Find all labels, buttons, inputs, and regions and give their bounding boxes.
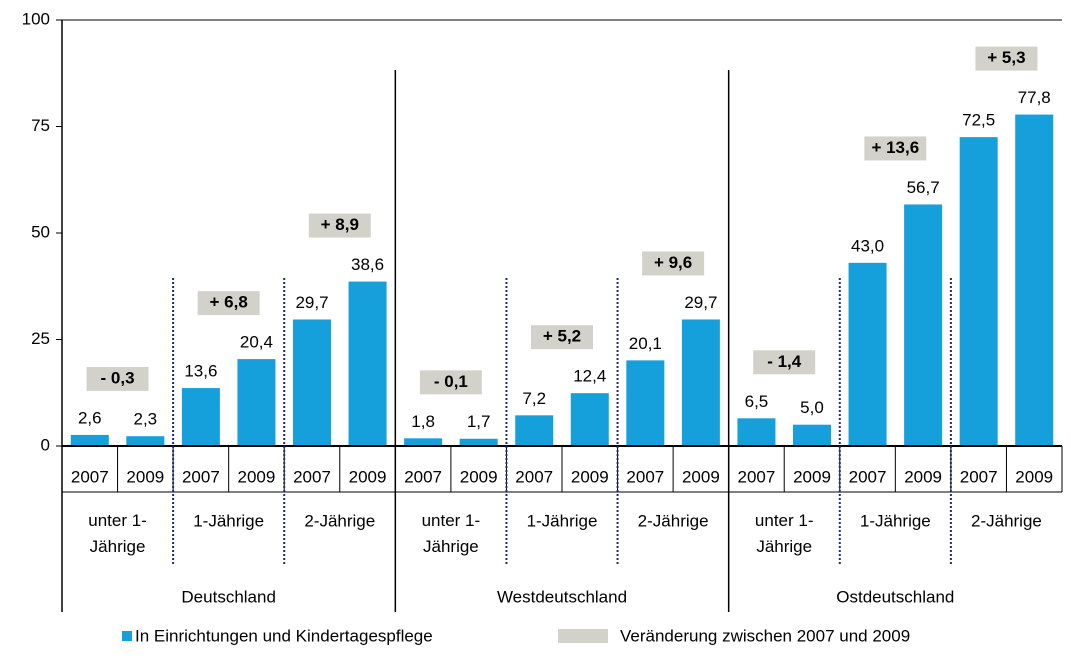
legend-swatch (122, 631, 132, 641)
x-tick-label: 2007 (626, 467, 664, 486)
age-group-label: unter 1-Jährige (422, 511, 481, 556)
bar (904, 204, 943, 446)
value-label: 29,7 (295, 293, 328, 312)
bar (404, 438, 443, 446)
change-label: + 5,2 (543, 327, 581, 346)
value-label: 20,4 (240, 333, 273, 352)
bar (681, 319, 720, 446)
x-tick-label: 2009 (1015, 467, 1053, 486)
x-tick-label: 2007 (182, 467, 220, 486)
value-label: 13,6 (184, 362, 217, 381)
change-box (419, 370, 482, 395)
age-group-label: unter 1-Jährige (88, 511, 147, 556)
x-tick-label: 2009 (460, 467, 498, 486)
x-tick-label: 2009 (682, 467, 720, 486)
x-tick-label: 2007 (404, 467, 442, 486)
x-tick-label: 2007 (738, 467, 776, 486)
y-tick-label: 0 (41, 435, 50, 454)
change-label: - 0,1 (434, 372, 468, 391)
x-tick-label: 2009 (904, 467, 942, 486)
change-label: + 9,6 (654, 253, 692, 272)
change-box (197, 291, 260, 316)
change-box (642, 251, 705, 276)
bar (793, 424, 831, 446)
value-label: 12,4 (573, 367, 606, 386)
bar (1015, 114, 1054, 447)
value-label: 1,8 (411, 412, 435, 431)
change-label: - 0,3 (101, 368, 135, 387)
region-label: Westdeutschland (497, 587, 627, 606)
value-label: 43,0 (851, 236, 884, 255)
x-tick-label: 2009 (126, 467, 164, 486)
age-group-label: 2-Jährige (638, 511, 709, 530)
change-box (531, 325, 593, 350)
region-label: Ostdeutschland (836, 587, 954, 606)
x-tick-label: 2007 (71, 467, 109, 486)
age-group-label: unter 1-Jährige (755, 511, 814, 556)
x-tick-label: 2007 (849, 467, 887, 486)
change-box (753, 350, 816, 375)
bar (959, 137, 998, 446)
bar (848, 262, 887, 446)
value-label: 29,7 (684, 293, 717, 312)
age-group-label: 1-Jährige (860, 511, 931, 530)
age-group-label: 2-Jährige (304, 511, 375, 530)
legend-swatch (558, 629, 608, 643)
bar (515, 415, 554, 446)
bar (459, 438, 498, 446)
change-box (864, 136, 927, 161)
y-tick-label: 100 (22, 9, 50, 28)
x-tick-label: 2009 (349, 467, 387, 486)
legend-label: Veränderung zwischen 2007 und 2009 (620, 626, 910, 645)
change-label: + 8,9 (321, 215, 359, 234)
change-label: + 5,3 (987, 48, 1025, 67)
value-label: 6,5 (745, 392, 769, 411)
bar (570, 393, 609, 446)
value-label: 38,6 (351, 255, 384, 274)
value-label: 56,7 (907, 178, 940, 197)
bar (126, 436, 165, 446)
bar (70, 434, 109, 446)
x-tick-label: 2009 (238, 467, 276, 486)
y-tick-label: 75 (31, 116, 50, 135)
legend-label: In Einrichtungen und Kindertagespflege (135, 626, 433, 645)
bar (237, 359, 276, 446)
age-group-label: 2-Jährige (971, 511, 1042, 530)
value-label: 72,5 (962, 111, 995, 130)
value-label: 7,2 (522, 389, 546, 408)
age-group-label: 1-Jährige (193, 511, 264, 530)
bar (181, 388, 220, 446)
change-box (86, 366, 149, 391)
x-tick-label: 2009 (571, 467, 609, 486)
region-label: Deutschland (181, 587, 276, 606)
bar (626, 360, 665, 446)
y-tick-label: 50 (31, 222, 50, 241)
change-box (308, 213, 371, 238)
value-label: 2,3 (134, 410, 158, 429)
y-tick-label: 25 (31, 329, 50, 348)
bar (737, 418, 776, 446)
x-tick-label: 2007 (515, 467, 553, 486)
change-label: + 6,8 (210, 293, 248, 312)
x-tick-label: 2007 (960, 467, 998, 486)
x-tick-label: 2007 (293, 467, 331, 486)
value-label: 5,0 (800, 398, 824, 417)
change-box (975, 46, 1038, 71)
change-label: + 13,6 (871, 138, 919, 157)
bar (348, 281, 387, 446)
value-label: 2,6 (78, 408, 102, 427)
value-label: 77,8 (1018, 88, 1051, 107)
change-label: - 1,4 (767, 352, 802, 371)
age-group-label: 1-Jährige (527, 511, 598, 530)
value-label: 1,7 (467, 412, 491, 431)
bar (293, 319, 331, 446)
value-label: 20,1 (629, 334, 662, 353)
x-tick-label: 2009 (793, 467, 831, 486)
